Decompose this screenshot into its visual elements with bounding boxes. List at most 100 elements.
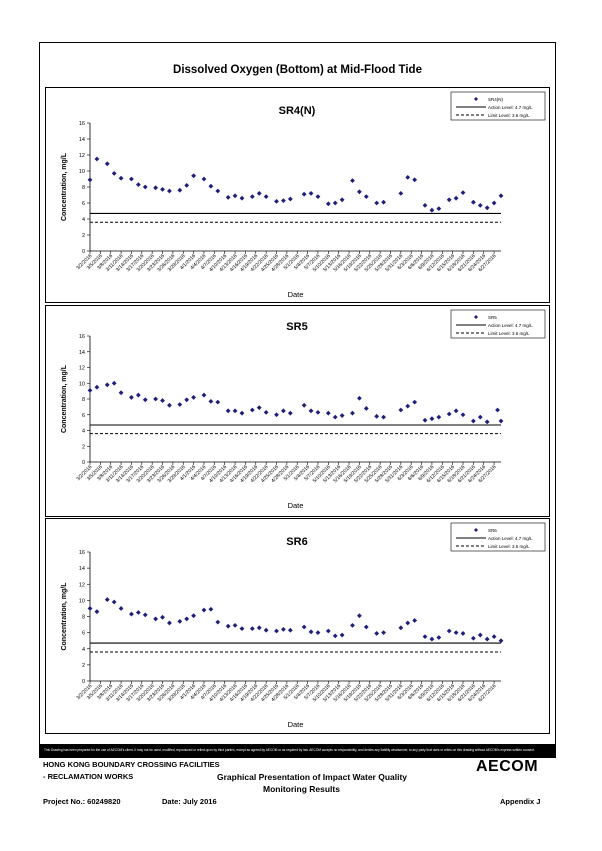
data-point [332,414,338,420]
data-point [249,626,255,631]
y-tick-label: 4 [82,647,85,653]
y-tick-label: 0 [82,460,85,466]
data-point [118,175,124,181]
y-tick-label: 14 [79,566,85,572]
data-point [470,635,476,641]
data-point [167,620,172,626]
data-point [484,205,490,211]
data-point [332,200,338,206]
data-point [256,405,262,411]
data-point [135,392,141,398]
data-point [412,399,418,405]
chart-title: SR6 [286,536,307,548]
data-point [111,171,117,176]
x-axis-label: Date [288,720,304,729]
data-point [339,413,345,418]
data-point [308,629,314,635]
y-tick-label: 14 [79,350,85,356]
data-point [429,207,435,213]
data-point [484,636,490,642]
data-point [498,193,504,199]
data-point [225,195,231,200]
y-tick-label: 4 [82,429,85,435]
y-tick-label: 2 [82,663,85,669]
data-point [281,408,286,414]
data-point [94,384,100,390]
data-point [412,618,418,623]
y-tick-label: 12 [79,153,85,159]
data-point [470,418,476,424]
data-point [422,634,428,640]
data-point [87,177,93,183]
data-point [256,191,262,196]
data-point [208,183,214,189]
data-point [363,406,369,411]
chart-panel-sr5: SR5 0 2 4 6 8 10 12 14 16 Concentration, mg/L 3/2/2… [45,305,550,517]
data-point [281,627,286,632]
data-point [111,599,117,605]
data-point [160,398,165,403]
data-point [381,414,386,420]
data-point [460,190,466,195]
data-point [177,618,183,624]
data-point [315,409,321,415]
data-point [398,191,404,196]
data-point [460,412,466,418]
y-tick-label: 14 [79,137,85,143]
y-tick-label: 8 [82,615,85,621]
data-point [184,397,190,403]
data-point [87,387,93,393]
data-point [274,199,279,204]
legend-action-label: Action Level: 4.7 mg/L [488,536,533,541]
y-tick-label: 16 [79,550,85,556]
data-point [215,188,221,194]
data-point [87,606,93,611]
data-point [142,612,148,618]
data-point [153,616,159,622]
data-point [94,156,100,162]
data-point [274,628,279,634]
data-point [94,609,100,615]
data-point [191,173,197,179]
data-point [325,628,331,634]
data-point [484,419,490,425]
data-point [135,610,141,615]
data-point [325,410,331,416]
data-point [315,630,321,636]
chart-panel-sr4n: SR4(N) 0 2 4 6 8 10 12 14 16 Concentration, mg/L 3/… [45,87,550,303]
data-point [453,630,459,636]
data-point [104,382,110,388]
data-point [239,626,245,631]
data-point [232,622,238,628]
data-point [436,414,442,420]
y-tick-label: 6 [82,413,85,419]
data-point [111,380,117,386]
data-point [429,636,435,642]
data-point [339,632,345,638]
y-tick-label: 8 [82,397,85,403]
data-point [498,638,504,644]
data-point [308,191,314,196]
aecom-logo: AECOM [476,758,539,775]
data-point [356,613,362,619]
data-point [436,635,442,640]
y-tick-label: 16 [79,334,85,340]
data-point [429,416,435,422]
data-point [315,194,321,199]
data-point [470,199,476,205]
y-tick-label: 10 [79,381,85,387]
legend-marker [474,528,478,532]
data-point [160,187,165,192]
disclaimer-bar: This Drawing has been prepared for the u… [40,744,555,757]
legend-limit-label: Limit Level: 3.6 mg/L [488,113,530,118]
data-point [301,191,307,197]
x-axis-label: Date [288,290,304,299]
data-point [249,194,255,199]
data-point [405,175,411,180]
data-point [239,410,245,416]
data-point [339,197,345,203]
data-point [356,395,362,401]
data-point [184,183,190,188]
data-point [201,607,207,613]
